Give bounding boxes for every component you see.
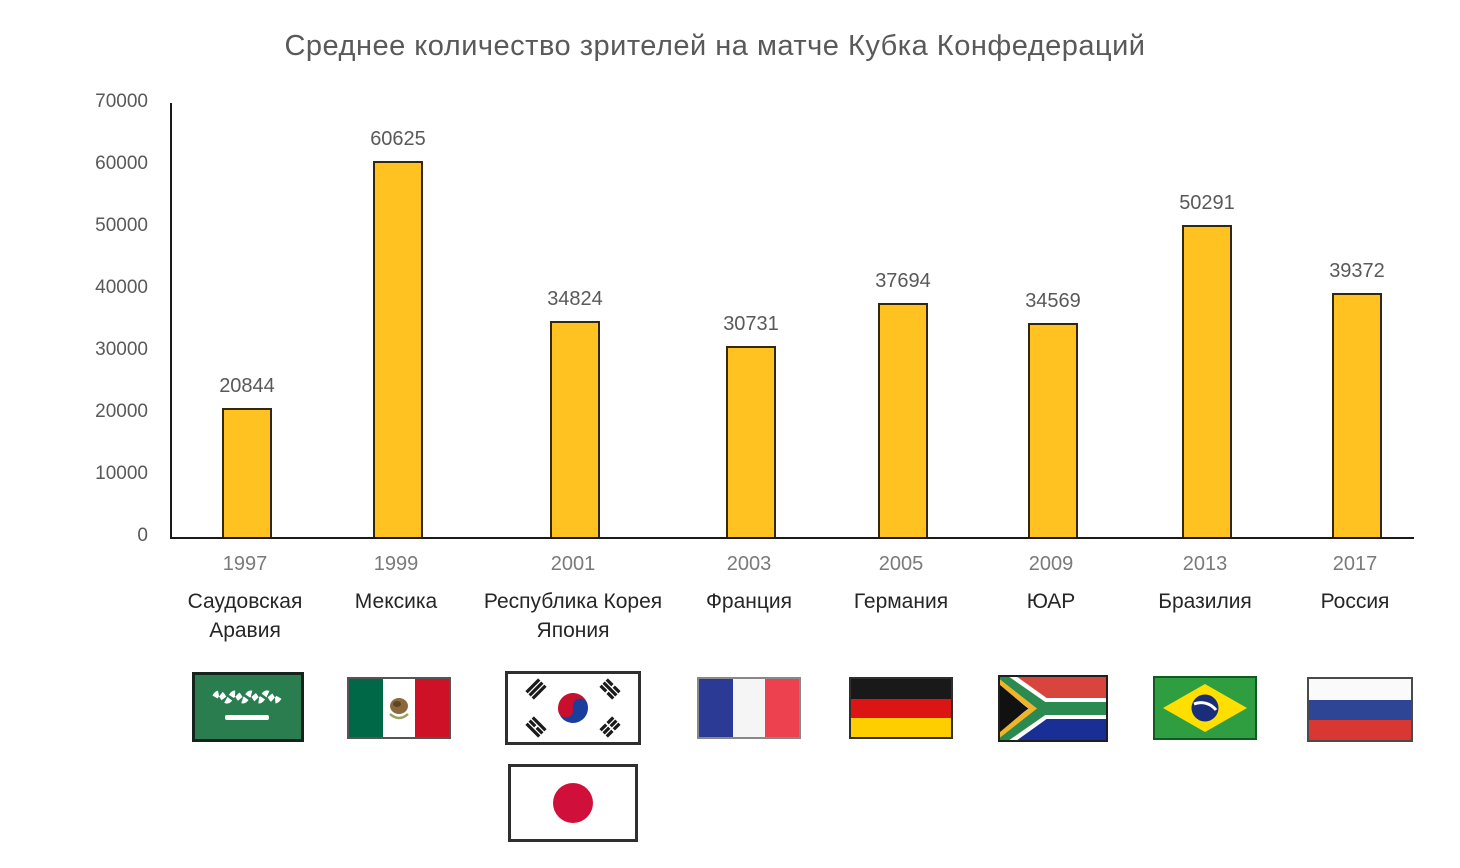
y-tick-label: 20000: [95, 401, 148, 422]
y-tick-label: 50000: [95, 215, 148, 236]
bar-value-label: 39372: [1329, 260, 1385, 282]
flag-saudi-arabia-icon: [192, 672, 304, 742]
flag-germany-icon: [849, 677, 953, 739]
x-tick-year: 1999: [373, 553, 419, 575]
flag-brazil-icon: [1153, 676, 1257, 740]
bar-2009: [1028, 323, 1078, 537]
host-country-label: Мексика: [354, 590, 438, 613]
plot-area: 20844 60625 34824 30731 37694 34569 50291 39372: [170, 103, 1414, 539]
y-tick-label: 40000: [95, 277, 148, 298]
y-tick-label: 0: [137, 525, 148, 546]
bar-2017: [1332, 293, 1382, 537]
y-tick-label: 30000: [95, 339, 148, 360]
bar-2005: [878, 303, 928, 537]
host-country-label: Бразилия: [1158, 590, 1252, 613]
bar-value-label: 34824: [547, 288, 603, 310]
flag-mexico-icon: [347, 677, 451, 739]
bar-value-label: 34569: [1025, 290, 1081, 312]
x-tick-year: 2001: [550, 553, 596, 575]
flag-japan-icon: [508, 764, 638, 842]
y-tick-label: 70000: [95, 91, 148, 112]
y-tick-label: 60000: [95, 153, 148, 174]
flag-south-africa-icon: [998, 675, 1108, 742]
host-country-label: Саудовская Аравия: [187, 590, 303, 642]
host-country-label: ЮАР: [1026, 590, 1076, 613]
bar-value-label: 20844: [219, 375, 275, 397]
bar-value-label: 50291: [1179, 192, 1235, 214]
flag-russia-icon: [1307, 677, 1413, 742]
bar-value-label: 60625: [370, 128, 426, 150]
host-country-label: Россия: [1320, 590, 1390, 613]
host-country-label: Республика Корея Япония: [483, 590, 663, 642]
bar-1999: [373, 161, 423, 537]
x-tick-year: 2005: [878, 553, 924, 575]
x-tick-year: 2013: [1182, 553, 1228, 575]
x-tick-year: 2009: [1028, 553, 1074, 575]
host-country-label: Франция: [705, 590, 793, 613]
x-tick-year: 1997: [222, 553, 268, 575]
chart-title: Среднее количество зрителей на матче Куб…: [284, 30, 1146, 62]
bar-value-label: 30731: [723, 313, 779, 335]
x-tick-year: 2003: [726, 553, 772, 575]
bar-2003: [726, 346, 776, 537]
y-tick-label: 10000: [95, 463, 148, 484]
host-country-label: Германия: [853, 590, 949, 613]
bar-1997: [222, 408, 272, 537]
bar-2013: [1182, 225, 1232, 537]
flag-france-icon: [697, 677, 801, 739]
bar-value-label: 37694: [875, 270, 931, 292]
bar-2001: [550, 321, 600, 537]
flag-south-korea-icon: [505, 671, 641, 745]
x-tick-year: 2017: [1332, 553, 1378, 575]
